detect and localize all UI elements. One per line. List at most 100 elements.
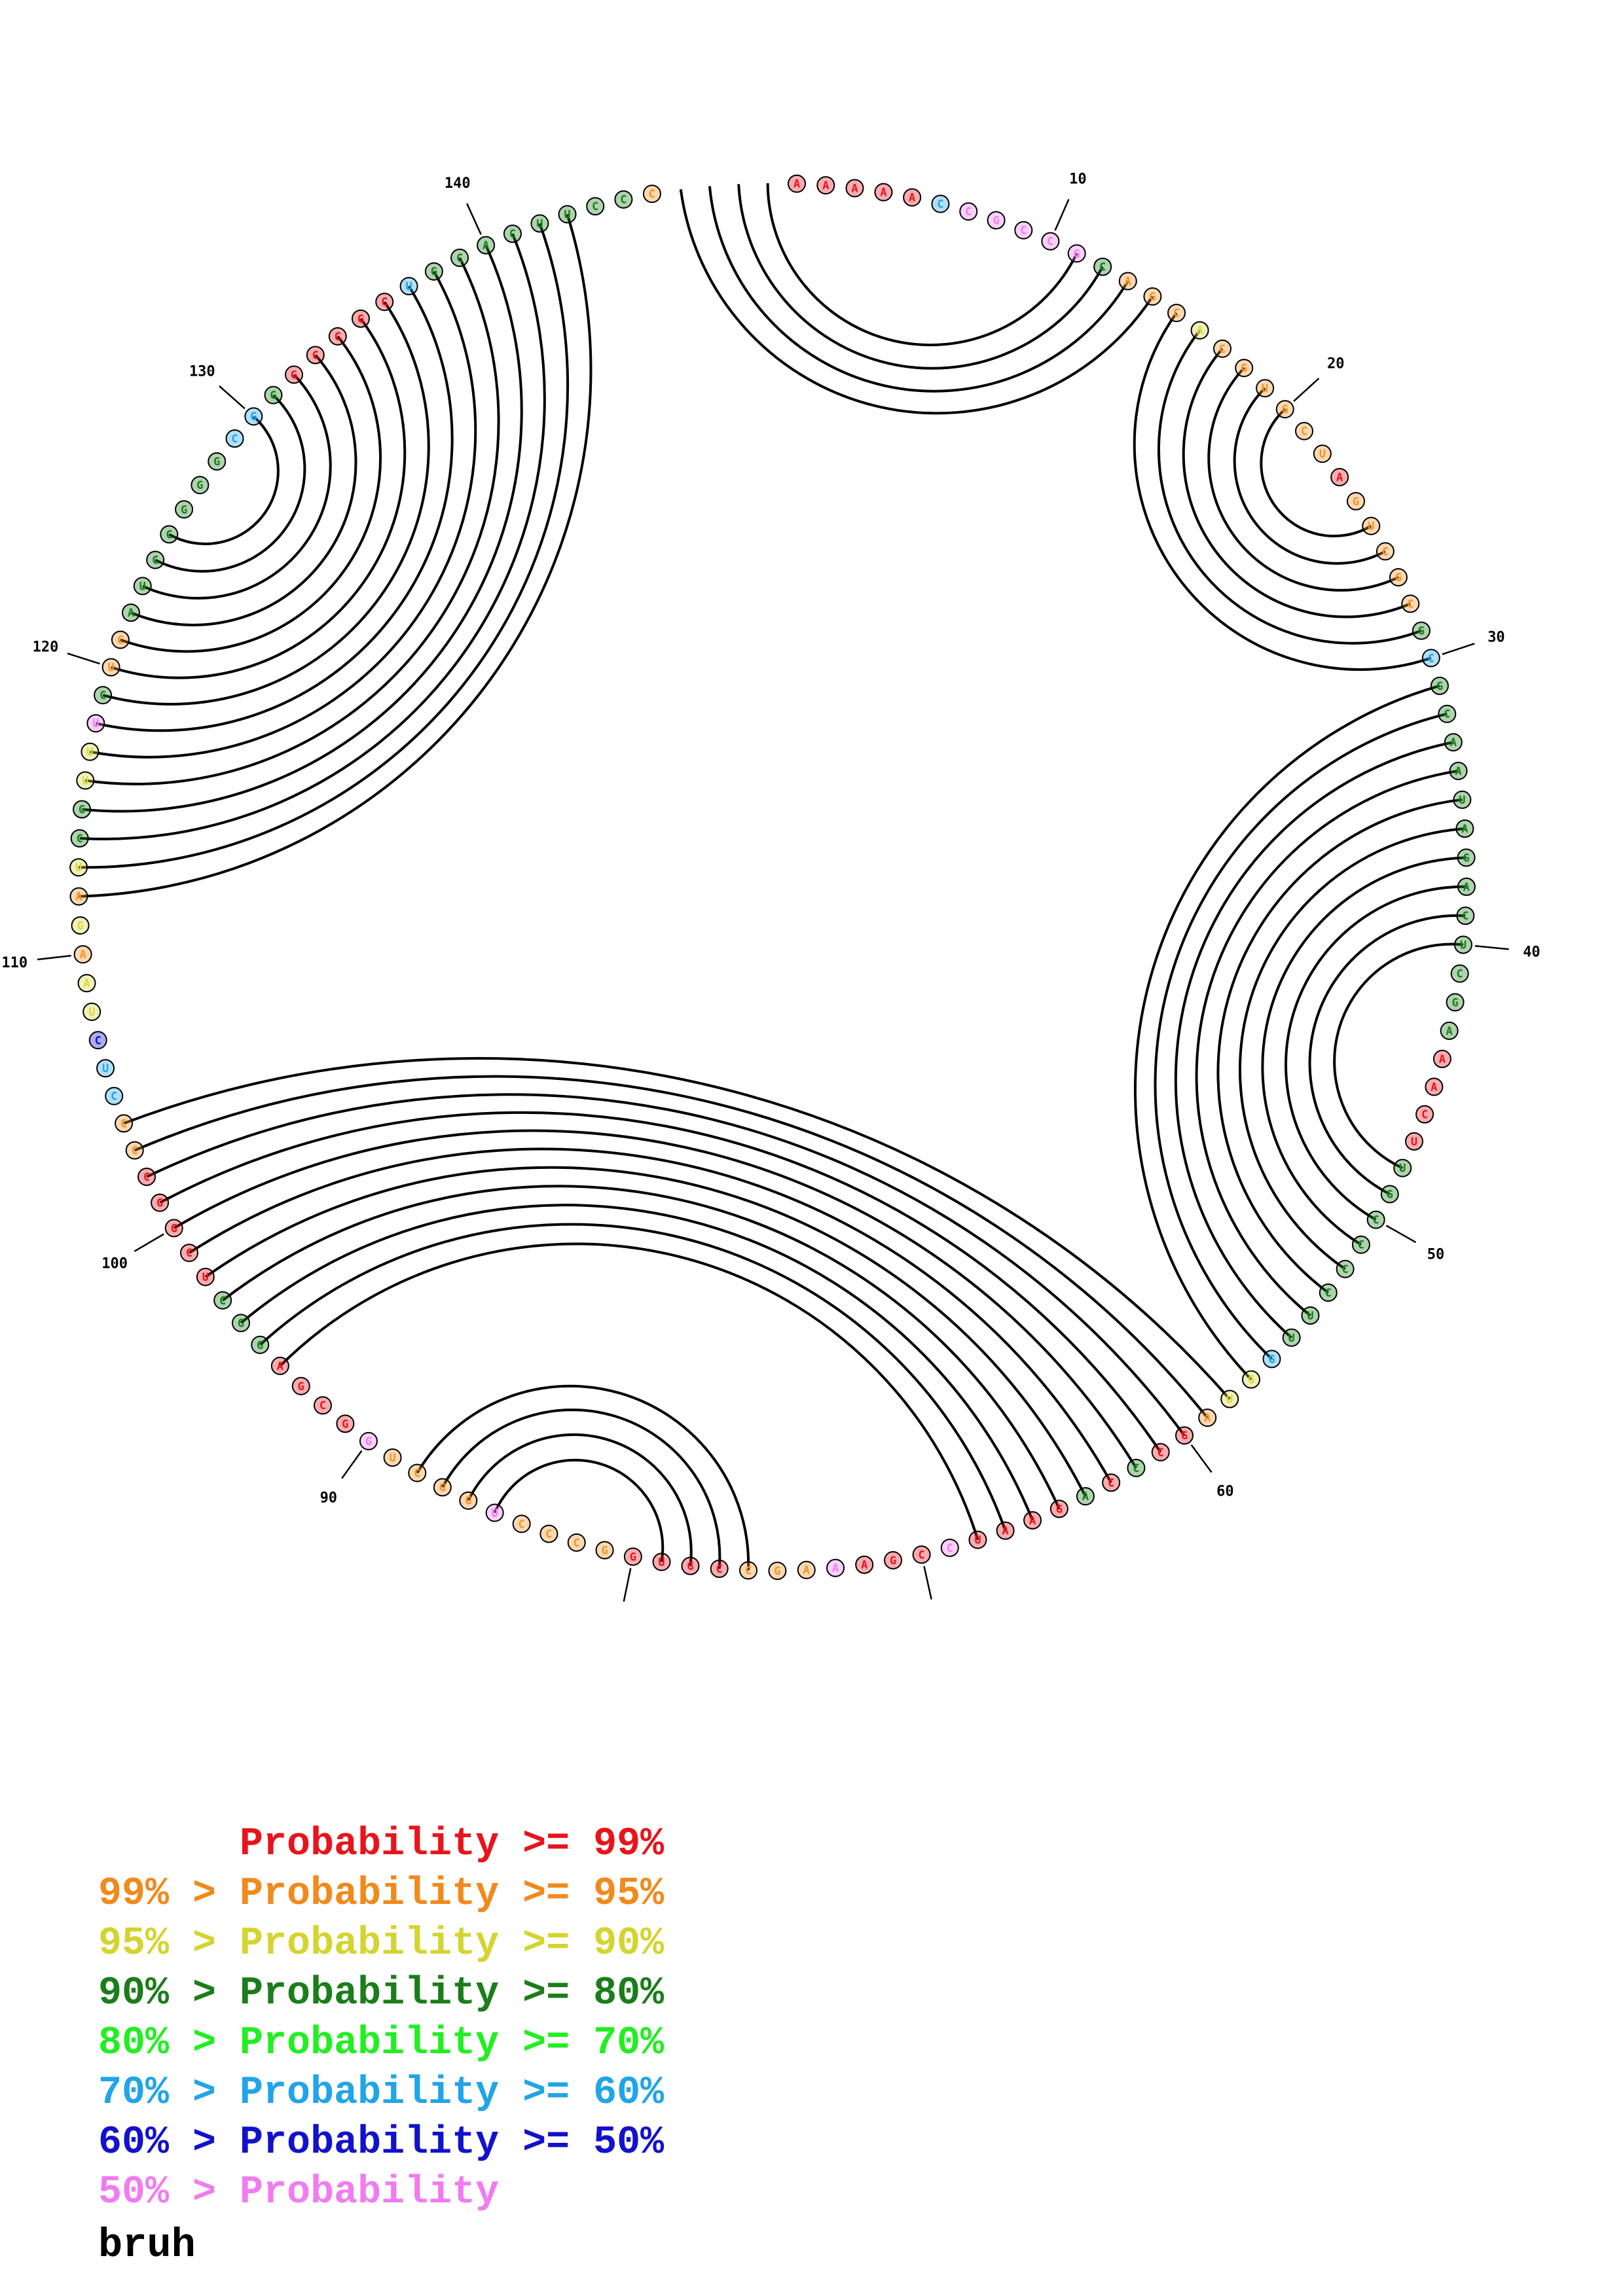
nucleotide-circle xyxy=(1453,790,1472,809)
index-tick-line xyxy=(1190,1444,1213,1473)
nucleotide-letter: G xyxy=(357,313,364,326)
base-pair-arc xyxy=(221,1185,1061,1510)
nucleotide: C xyxy=(213,1291,232,1310)
nucleotide-letter: G xyxy=(601,1545,608,1558)
base-pair-arc xyxy=(110,317,407,679)
nucleotide-letter: C xyxy=(132,1145,138,1158)
nucleotide-circle xyxy=(1262,1350,1281,1369)
nucleotide-circle xyxy=(558,205,577,224)
nucleotide-circle xyxy=(399,277,418,296)
legend-row: 95% > Probability >= 90% xyxy=(98,1919,664,1969)
nucleotide: A xyxy=(1118,272,1137,291)
nucleotide-letter: C xyxy=(519,1518,525,1531)
nucleotide-letter: G xyxy=(439,1481,446,1494)
nucleotide-letter: G xyxy=(1451,996,1458,1009)
nucleotide: U xyxy=(485,1503,504,1522)
nucleotide-circle xyxy=(244,407,263,426)
nucleotide-circle xyxy=(1319,1283,1338,1302)
nucleotide: U xyxy=(86,714,105,733)
nucleotide-letter: U xyxy=(1288,1332,1295,1345)
nucleotide-letter: U xyxy=(82,774,88,787)
nucleotide: G xyxy=(1347,492,1366,511)
index-label: 30 xyxy=(1487,629,1505,645)
nucleotide-letter: A xyxy=(861,1559,867,1572)
nucleotide: C xyxy=(1319,1283,1338,1302)
nucleotide: U xyxy=(1453,790,1472,809)
nucleotide: G xyxy=(1446,993,1465,1012)
base-pair-arc xyxy=(1261,856,1467,1246)
nucleotide-circle xyxy=(1220,1390,1239,1408)
base-pair-arc xyxy=(123,1057,1231,1400)
nucleotide: C xyxy=(94,686,113,705)
nucleotide: C xyxy=(313,1396,332,1415)
nucleotide: A xyxy=(1455,819,1474,838)
base-pair-arc xyxy=(416,1384,750,1571)
nucleotide-circle xyxy=(270,1356,289,1375)
nucleotide-circle xyxy=(137,1168,156,1187)
nucleotide-letter: G xyxy=(156,1197,163,1210)
base-pair-arc xyxy=(259,1223,1007,1532)
nucleotide: A xyxy=(855,1555,874,1574)
nucleotide: C xyxy=(567,1533,586,1552)
nucleotide-circle xyxy=(328,327,347,346)
nucleotide-circle xyxy=(1313,444,1332,463)
nucleotide-letter: C xyxy=(745,1564,752,1577)
nucleotide: G xyxy=(1412,621,1431,640)
base-pair-arc xyxy=(155,394,306,573)
base-pair-arc xyxy=(1207,367,1399,592)
nucleotide: G xyxy=(251,1335,270,1354)
nucleotide-letter: C xyxy=(166,528,172,541)
legend-range-start: 70% > xyxy=(98,2071,240,2115)
nucleotide-circle xyxy=(213,1291,232,1310)
index-tick-line xyxy=(1474,944,1509,950)
index-ticks: 102030405060708090100110120130140 xyxy=(1,171,1541,1602)
nucleotide-letter: G xyxy=(298,1380,304,1393)
nucleotide: U xyxy=(1362,516,1381,535)
nucleotide: G xyxy=(1143,287,1162,306)
probability-legend: Probability >= 99% 99% > Probability >= 9… xyxy=(98,1820,664,2217)
nucleotide: A xyxy=(1449,761,1468,780)
nucleotide-circle xyxy=(1275,400,1294,419)
legend-row: 80% > Probability >= 70% xyxy=(98,2018,664,2068)
base-pair-arc xyxy=(95,285,454,732)
nucleotide-letter: A xyxy=(803,1564,810,1577)
nucleotide-circle xyxy=(768,1561,787,1580)
nucleotide: C xyxy=(450,248,469,267)
nucleotide: G xyxy=(208,452,227,471)
nucleotide-circle xyxy=(884,1551,903,1570)
nucleotide: C xyxy=(125,1141,144,1160)
nucleotide-letter: U xyxy=(202,1271,209,1284)
legend-range-label: Probability >= 90% xyxy=(240,1922,665,1966)
nucleotide: C xyxy=(328,327,347,346)
nucleotide-circle xyxy=(1393,1158,1412,1177)
nucleotide: G xyxy=(351,309,370,328)
base-pair-arc xyxy=(79,223,570,869)
index-label: 10 xyxy=(1069,171,1087,187)
nucleotide-circle xyxy=(251,1335,270,1354)
nucleotide-circle xyxy=(539,1524,558,1543)
nucleotide-letter: U xyxy=(1307,1310,1313,1323)
base-pair-arc xyxy=(120,335,382,653)
index-tick-line xyxy=(219,385,246,410)
nucleotide: A xyxy=(874,183,893,202)
nucleotide: A xyxy=(826,1558,845,1577)
nucleotide-circle xyxy=(512,1515,531,1534)
nucleotide-circle xyxy=(1440,1021,1459,1040)
base-pair-arc xyxy=(1285,885,1467,1221)
nucleotide-letter: G xyxy=(1149,291,1156,304)
nucleotide-circle xyxy=(959,202,978,221)
index-tick-line xyxy=(341,1450,363,1479)
nucleotide-letter: A xyxy=(851,182,858,195)
nucleotide: G xyxy=(1380,1185,1399,1204)
nucleotide-letter: G xyxy=(1387,1189,1393,1202)
nucleotide: A xyxy=(121,603,140,622)
nucleotide-letter: G xyxy=(1248,1374,1254,1387)
nucleotide-letter: U xyxy=(1319,448,1326,461)
nucleotide-letter: G xyxy=(1181,1429,1188,1443)
nucleotide: U xyxy=(1282,1328,1301,1347)
nucleotide-letter: C xyxy=(1444,708,1450,721)
legend-row: 60% > Probability >= 50% xyxy=(98,2118,664,2168)
nucleotide: G xyxy=(164,1219,183,1238)
nucleotide-circle xyxy=(1190,321,1209,340)
nucleotide-letter: C xyxy=(947,1542,953,1555)
